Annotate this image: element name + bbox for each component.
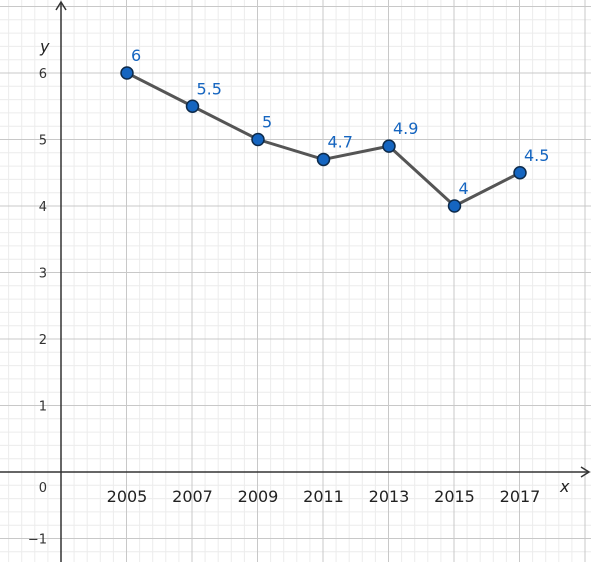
y-tick-label: −1: [28, 533, 47, 548]
data-point: [316, 152, 331, 167]
data-label: 5: [262, 113, 272, 132]
data-point: [382, 139, 396, 153]
x-tick-label: 2009: [238, 487, 279, 506]
y-tick-labels: −1 0 1 2 3 4 5 6: [28, 67, 47, 548]
y-tick-label: 5: [39, 134, 47, 149]
y-tick-label: 6: [39, 67, 47, 82]
x-tick-label: 2005: [107, 487, 148, 506]
data-point: [251, 132, 265, 147]
data-labels: 6 5.5 5 4.7 4.9 4 4.5: [131, 46, 549, 198]
x-tick-label: 2015: [434, 487, 475, 506]
y-axis-arrow: [55, 0, 67, 11]
x-tick-label: 2011: [303, 487, 344, 506]
data-label: 5.5: [197, 79, 222, 98]
data-label: 6: [131, 46, 141, 65]
y-tick-label: 0: [39, 481, 47, 496]
data-points: [120, 66, 527, 213]
y-axis-label: y: [39, 37, 50, 56]
x-axis-label: x: [559, 477, 570, 496]
data-label: 4.7: [328, 132, 353, 151]
y-tick-label: 4: [39, 200, 47, 215]
data-point: [513, 166, 527, 180]
data-point: [447, 199, 462, 213]
y-tick-label: 2: [39, 333, 47, 348]
x-tick-label: 2007: [172, 487, 213, 506]
y-tick-label: 3: [39, 267, 47, 282]
data-label: 4.5: [524, 146, 549, 165]
y-tick-label: 1: [39, 400, 47, 415]
data-label: 4.9: [393, 119, 418, 138]
data-point: [185, 99, 200, 113]
x-tick-labels: 2005 2007 2009 2011 2013 2015 2017: [107, 487, 541, 506]
x-axis-arrow: [580, 466, 591, 478]
x-tick-label: 2017: [500, 487, 541, 506]
x-tick-label: 2013: [369, 487, 410, 506]
data-point: [120, 66, 134, 80]
data-label: 4: [459, 179, 469, 198]
